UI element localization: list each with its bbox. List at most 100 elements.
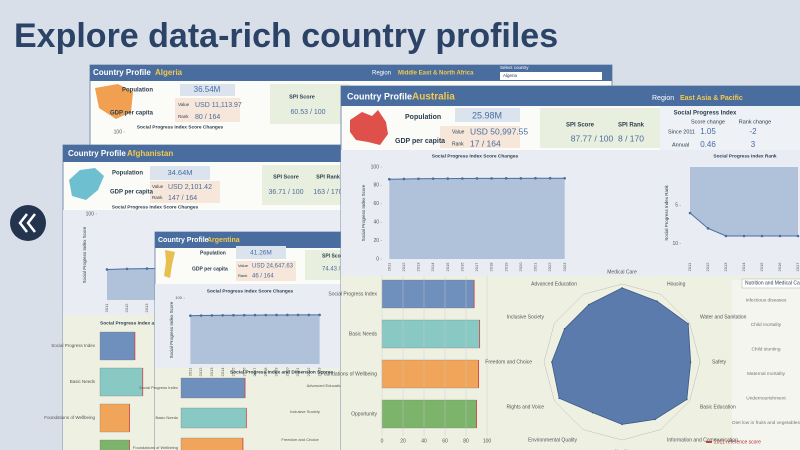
bar	[99, 439, 130, 450]
radar-point	[687, 322, 689, 325]
panel	[440, 126, 520, 148]
radar-label: Housing	[667, 281, 686, 287]
point	[534, 176, 537, 180]
x-tick-label: 2011	[187, 367, 192, 376]
info-text: 17 / 164	[470, 138, 501, 148]
info-text: Population	[405, 114, 441, 121]
y-tick-label: 100	[114, 129, 123, 135]
x-tick-label: 2012	[401, 262, 406, 272]
info-text: Algeria	[155, 68, 183, 77]
radar-point	[654, 418, 656, 421]
y-tick-label: 40	[373, 220, 379, 226]
info-text: Rank	[152, 195, 163, 200]
info-text: SPI Score	[273, 174, 299, 180]
bar	[180, 377, 246, 399]
x-tick-label: 2011	[687, 262, 692, 271]
x-tick-label: 2015	[445, 262, 450, 272]
x-tick-label: 2012	[124, 303, 129, 313]
bar-label: Foundations of Wellbeing	[44, 415, 95, 420]
y-tick-label: 60	[373, 201, 379, 207]
chart-title: Social Progress Index Score Changes	[432, 153, 519, 159]
info-text: 87.77 / 100	[571, 133, 614, 143]
point	[778, 234, 782, 238]
point	[548, 176, 552, 180]
x-tick-label: 2011	[104, 303, 109, 312]
point	[275, 313, 278, 317]
panel	[540, 108, 660, 148]
panel	[262, 165, 345, 205]
x-tick-label: 2017	[474, 262, 479, 272]
x-tick-label: 2023	[562, 262, 567, 272]
point	[706, 227, 710, 230]
y-tick-label: 80	[373, 183, 379, 189]
radar-label: Inclusive Society	[290, 409, 320, 414]
indicator-label: Undernourishment	[746, 395, 786, 401]
panel	[660, 106, 800, 150]
indicator-label: Diet low in fruits and vegetables	[732, 420, 800, 426]
card-header	[90, 65, 612, 81]
x-tick-label: 2019	[274, 367, 279, 377]
x-tick-label: 2020	[518, 262, 523, 272]
indicator-label: Child mortality	[751, 322, 782, 328]
point	[760, 234, 764, 238]
point	[264, 313, 268, 317]
bar	[381, 359, 479, 389]
area	[190, 314, 320, 364]
back-button[interactable]	[10, 205, 46, 241]
bar-label: Basic Needs	[70, 379, 96, 384]
bar-label: Social Progress Index	[51, 343, 96, 348]
point	[490, 177, 493, 180]
panel	[175, 98, 240, 122]
info-text: 41.26M	[250, 250, 272, 257]
info-text: Value	[152, 184, 164, 189]
radar-point	[591, 411, 594, 414]
panel	[270, 84, 350, 124]
point	[253, 313, 257, 317]
point	[145, 267, 149, 270]
dropdown	[741, 278, 800, 289]
point	[402, 177, 406, 181]
bar-label: Foundations of Wellbeing	[133, 445, 178, 450]
bar	[99, 403, 130, 433]
info-text: USD 50,997.55	[470, 126, 528, 136]
point	[519, 177, 523, 180]
point	[125, 267, 129, 271]
x-tick-label: 2013	[209, 367, 214, 377]
point	[296, 313, 300, 317]
panel	[732, 280, 800, 450]
back-icon[interactable]	[18, 213, 36, 233]
info-text: Country Profile	[158, 237, 209, 244]
point	[504, 177, 508, 180]
bar	[99, 367, 143, 397]
x-tick-label: 2012	[198, 367, 203, 377]
x-tick-label: 2014	[430, 262, 435, 272]
area	[690, 167, 798, 236]
bar-label: Basic Needs	[349, 331, 378, 337]
info-text: Population	[122, 88, 153, 94]
info-text: -2	[749, 127, 757, 136]
x-tick-label: 2023	[317, 367, 322, 377]
x-tick-label: 40	[421, 438, 427, 444]
country-map	[69, 168, 104, 200]
y-tick-label: 100	[175, 295, 182, 300]
info-text: Rank	[238, 273, 247, 278]
country-map	[95, 84, 133, 119]
x-tick-label: 2021	[533, 262, 538, 272]
x-tick-label: 2016	[241, 367, 246, 377]
info-text: USD 2,101.42	[168, 184, 212, 191]
axis-label: Social Progress Index Score	[82, 226, 87, 283]
info-text: 147 / 164	[168, 195, 197, 202]
point	[221, 313, 224, 317]
radar-point	[656, 300, 658, 303]
country-map	[350, 110, 388, 145]
info-text: GDP per capita	[110, 111, 154, 117]
info-text: Value	[178, 102, 190, 107]
info-text: 1.05	[700, 127, 716, 136]
radar-point	[621, 287, 623, 289]
y-tick-label: 100	[371, 164, 380, 170]
info-text: 8 / 170	[618, 133, 644, 143]
point	[199, 314, 203, 317]
info-text: Annual	[672, 142, 689, 148]
point	[431, 177, 435, 180]
radar-label: Environmental Quality	[528, 437, 577, 443]
